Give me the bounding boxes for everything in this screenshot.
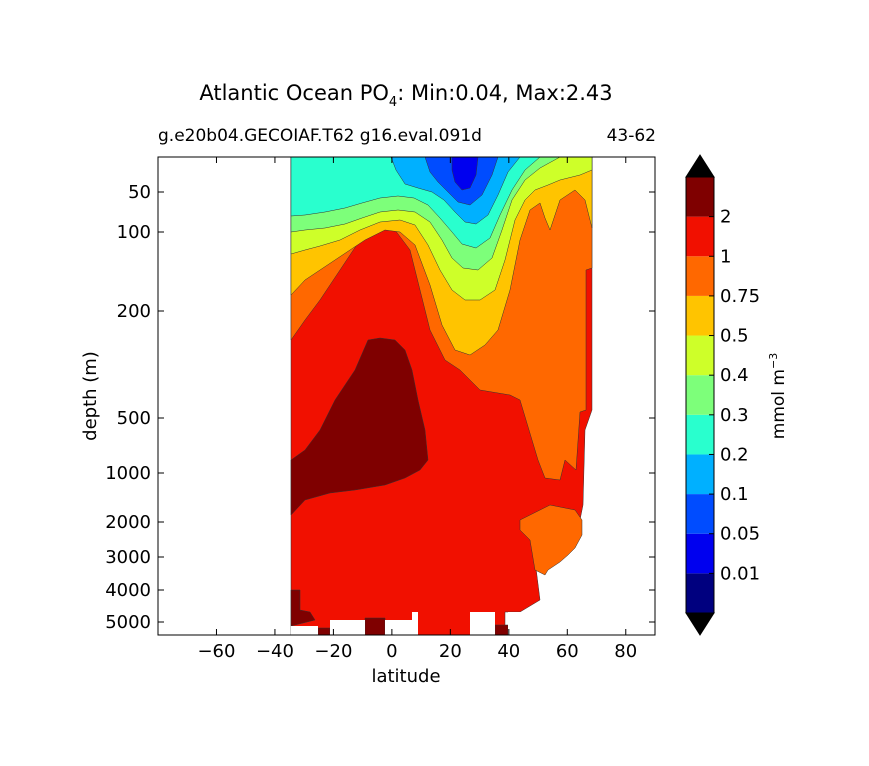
- colorbar-swatch: [686, 375, 714, 415]
- x-tick-label: −40: [256, 641, 294, 662]
- colorbar-extend-over: [685, 154, 715, 178]
- x-tick-label: 20: [439, 641, 462, 662]
- colorbar-swatch: [686, 454, 714, 495]
- colorbar-swatch: [686, 216, 714, 257]
- no-data-region: [385, 620, 412, 635]
- colorbar-swatch: [686, 335, 714, 376]
- x-axis: −60 −40 −20 0 20 40 60 80: [197, 157, 637, 662]
- colorbar-tick-label: 0.4: [720, 365, 749, 386]
- x-tick-label: −60: [197, 641, 235, 662]
- y-axis: 50 100 200 500 1000 2000 3000 4000 5000: [105, 182, 655, 633]
- colorbar: 0.01 0.05 0.1 0.2 0.3 0.4 0.5 0.75 1 2: [685, 154, 760, 636]
- colorbar-swatch: [686, 494, 714, 534]
- chart-title: Atlantic Ocean PO4: Min:0.04, Max:2.43: [199, 81, 612, 110]
- y-tick-label: 100: [117, 222, 151, 243]
- x-axis-label: latitude: [371, 666, 440, 687]
- contour-region-2: [494, 624, 509, 635]
- colorbar-tick-label: 0.01: [720, 563, 760, 584]
- colorbar-tick-label: 2: [720, 207, 731, 228]
- colorbar-tick-label: 0.1: [720, 484, 749, 505]
- y-tick-label: 2000: [105, 512, 151, 533]
- subtitle-right: 43-62: [607, 126, 656, 146]
- contour-region-2: [290, 337, 429, 516]
- colorbar-swatch: [686, 414, 714, 455]
- colorbar-swatch: [686, 256, 714, 296]
- colorbar-frame: [685, 176, 715, 614]
- colorbar-tick-label: 0.75: [720, 286, 760, 307]
- no-data-region: [470, 612, 495, 635]
- x-tick-label: 0: [386, 641, 397, 662]
- colorbar-swatch: [686, 533, 714, 574]
- no-data-region: [508, 612, 655, 635]
- colorbar-tick-label: 0.3: [720, 405, 749, 426]
- x-tick-label: 60: [556, 641, 579, 662]
- y-axis-label: depth (m): [80, 351, 101, 441]
- y-tick-label: 200: [117, 301, 151, 322]
- colorbar-tick-label: 0.2: [720, 444, 749, 465]
- colorbar-tick-label: 1: [720, 246, 731, 267]
- plot-frame: [157, 156, 656, 636]
- no-data-region: [412, 612, 418, 635]
- x-tick-label: 40: [497, 641, 520, 662]
- colorbar-tick-label: 0.05: [720, 524, 760, 545]
- x-tick-label: 80: [614, 641, 637, 662]
- colorbar-swatch: [686, 177, 714, 217]
- y-tick-label: 1000: [105, 463, 151, 484]
- colorbar-extend-under: [685, 612, 715, 636]
- y-tick-label: 3000: [105, 547, 151, 568]
- y-tick-label: 5000: [105, 612, 151, 633]
- colorbar-label: mmol m−3: [767, 353, 789, 439]
- no-data-region: [291, 626, 318, 635]
- contour-fills: [290, 157, 655, 635]
- colorbar-tick-label: 0.5: [720, 326, 749, 347]
- colorbar-swatch: [686, 295, 714, 336]
- y-tick-label: 4000: [105, 580, 151, 601]
- no-data-region: [330, 620, 365, 635]
- contour-region-2: [317, 627, 331, 635]
- y-tick-label: 500: [117, 408, 151, 429]
- y-tick-label: 50: [128, 182, 151, 203]
- contour-region-075: [519, 504, 583, 576]
- x-tick-label: −20: [314, 641, 352, 662]
- contour-region-2: [364, 617, 386, 635]
- colorbar-swatch: [686, 573, 714, 613]
- subtitle-left: g.e20b04.GECOIAF.T62 g16.eval.091d: [158, 126, 482, 146]
- contour-region-001: [451, 157, 479, 191]
